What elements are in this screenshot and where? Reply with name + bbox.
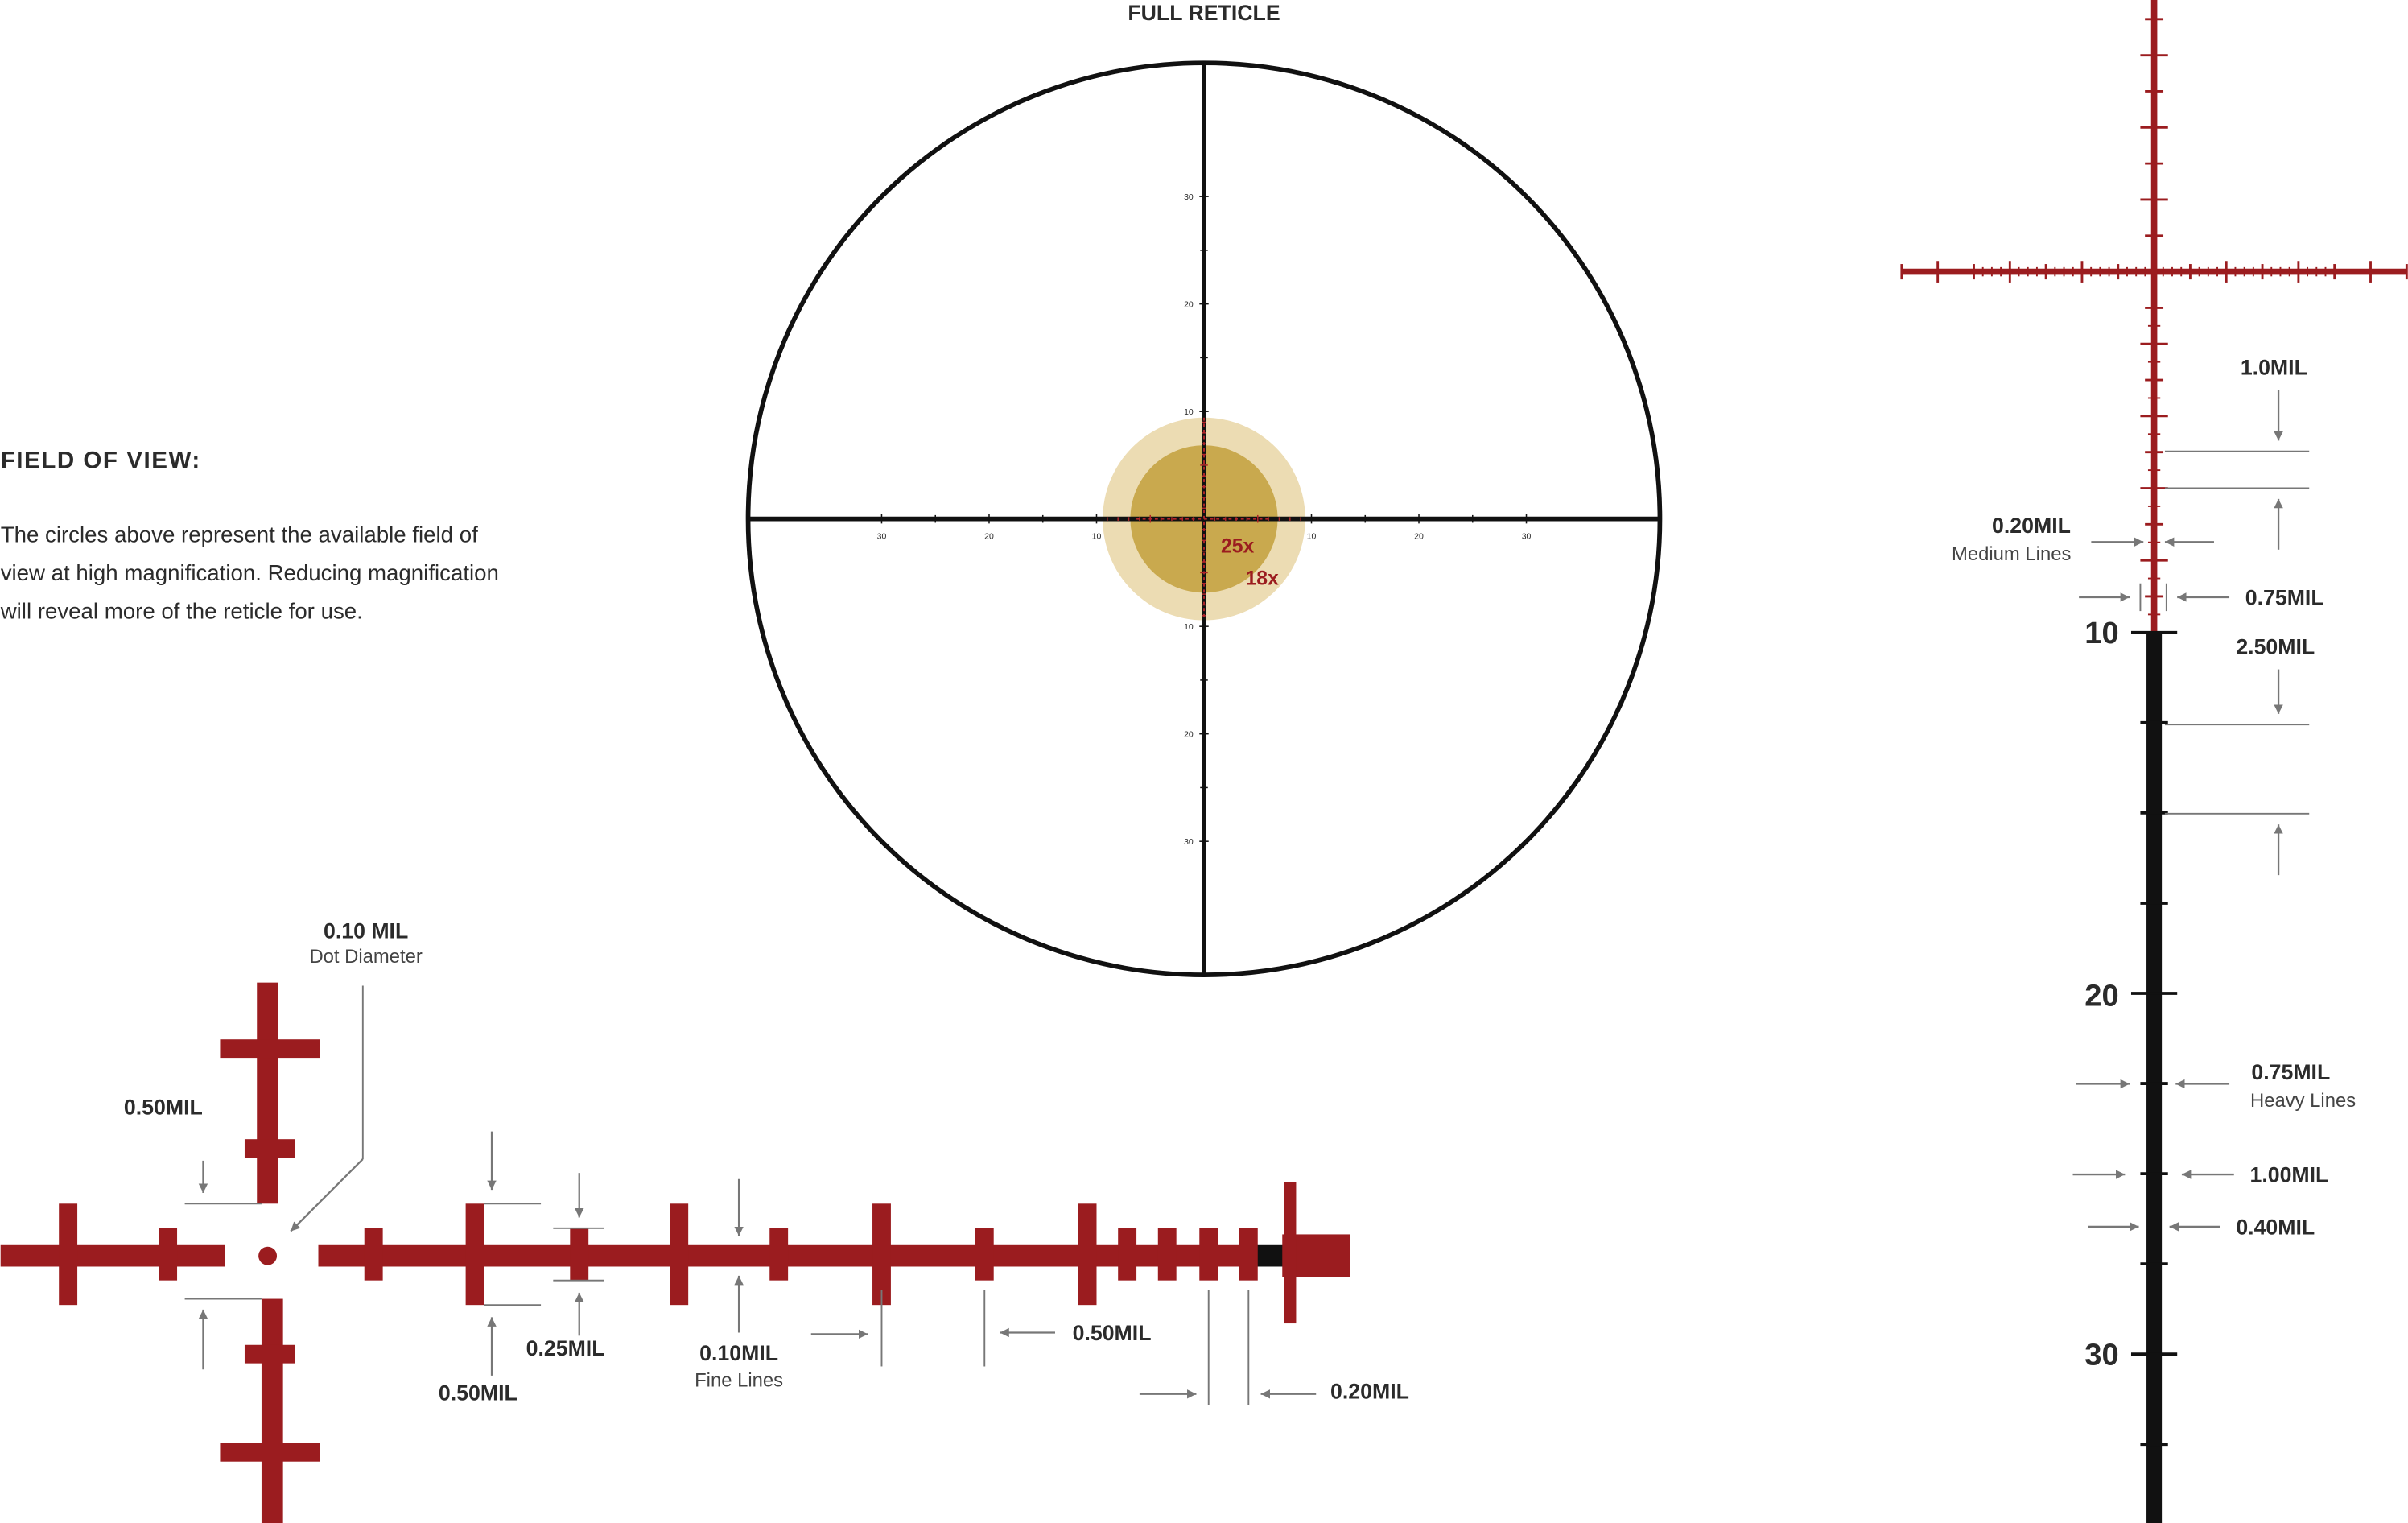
detail xyxy=(0,982,1350,1523)
ladder-label: 20 xyxy=(2084,978,2118,1013)
callout-label: 0.10 MIL xyxy=(324,918,408,943)
tick-label: 20 xyxy=(1184,730,1194,739)
callout-label: 0.40MIL xyxy=(2236,1215,2315,1239)
ladder-label: 30 xyxy=(2084,1338,2118,1372)
tick-label: 10 xyxy=(1307,532,1317,541)
tick-label: 10 xyxy=(1184,623,1194,632)
callout-sublabel: Medium Lines xyxy=(1952,543,2071,565)
tick-label: 30 xyxy=(877,532,887,541)
callout-sublabel: Heavy Lines xyxy=(2250,1090,2356,1112)
fov-title: FIELD OF VIEW: xyxy=(1,448,201,474)
tick-label: 30 xyxy=(1522,532,1532,541)
callout-label: 0.10MIL xyxy=(699,1341,778,1365)
fov-text: The circles above represent the availabl… xyxy=(1,522,478,547)
tick-label: 20 xyxy=(984,532,994,541)
callout-label: 0.50MIL xyxy=(439,1381,517,1405)
callout-label: 0.75MIL xyxy=(2245,585,2324,609)
tick-label: 30 xyxy=(1184,193,1194,202)
callout-sublabel: Dot Diameter xyxy=(309,946,422,968)
fov-text: view at high magnification. Reducing mag… xyxy=(1,560,499,585)
heavy-line xyxy=(2146,632,2163,1523)
mag-label: 18x xyxy=(1245,568,1279,590)
annotations xyxy=(184,390,2310,1405)
callout-label: 0.75MIL xyxy=(2251,1060,2330,1084)
tick-label: 20 xyxy=(1184,300,1194,309)
title: FULL RETICLE xyxy=(1128,1,1280,25)
tick-label: 10 xyxy=(1184,408,1194,417)
callout-label: 0.25MIL xyxy=(526,1336,605,1360)
reticle: 25x 18x 30 20 10 10 20 30 30 20 10 10 20 30 xyxy=(745,60,1663,977)
fov-text: will reveal more of the reticle for use. xyxy=(0,599,363,624)
callout-label: 0.20MIL xyxy=(1330,1380,1409,1404)
tick-label: 20 xyxy=(1414,532,1424,541)
callout-label: 0.20MIL xyxy=(1992,514,2071,538)
tick-label: 10 xyxy=(1092,532,1102,541)
callout-label: 2.50MIL xyxy=(2236,634,2315,658)
callout-label: 1.0MIL xyxy=(2241,355,2307,379)
ladder-label: 10 xyxy=(2084,616,2118,650)
mag-label: 25x xyxy=(1221,536,1255,558)
callout-sublabel: Fine Lines xyxy=(695,1369,783,1391)
callout-label: 1.00MIL xyxy=(2249,1163,2328,1187)
callout-label: 0.50MIL xyxy=(124,1096,203,1120)
ladder: 10 20 30 xyxy=(1900,0,2408,1523)
tick-label: 30 xyxy=(1184,838,1194,847)
callout-label: 0.50MIL xyxy=(1073,1321,1152,1345)
